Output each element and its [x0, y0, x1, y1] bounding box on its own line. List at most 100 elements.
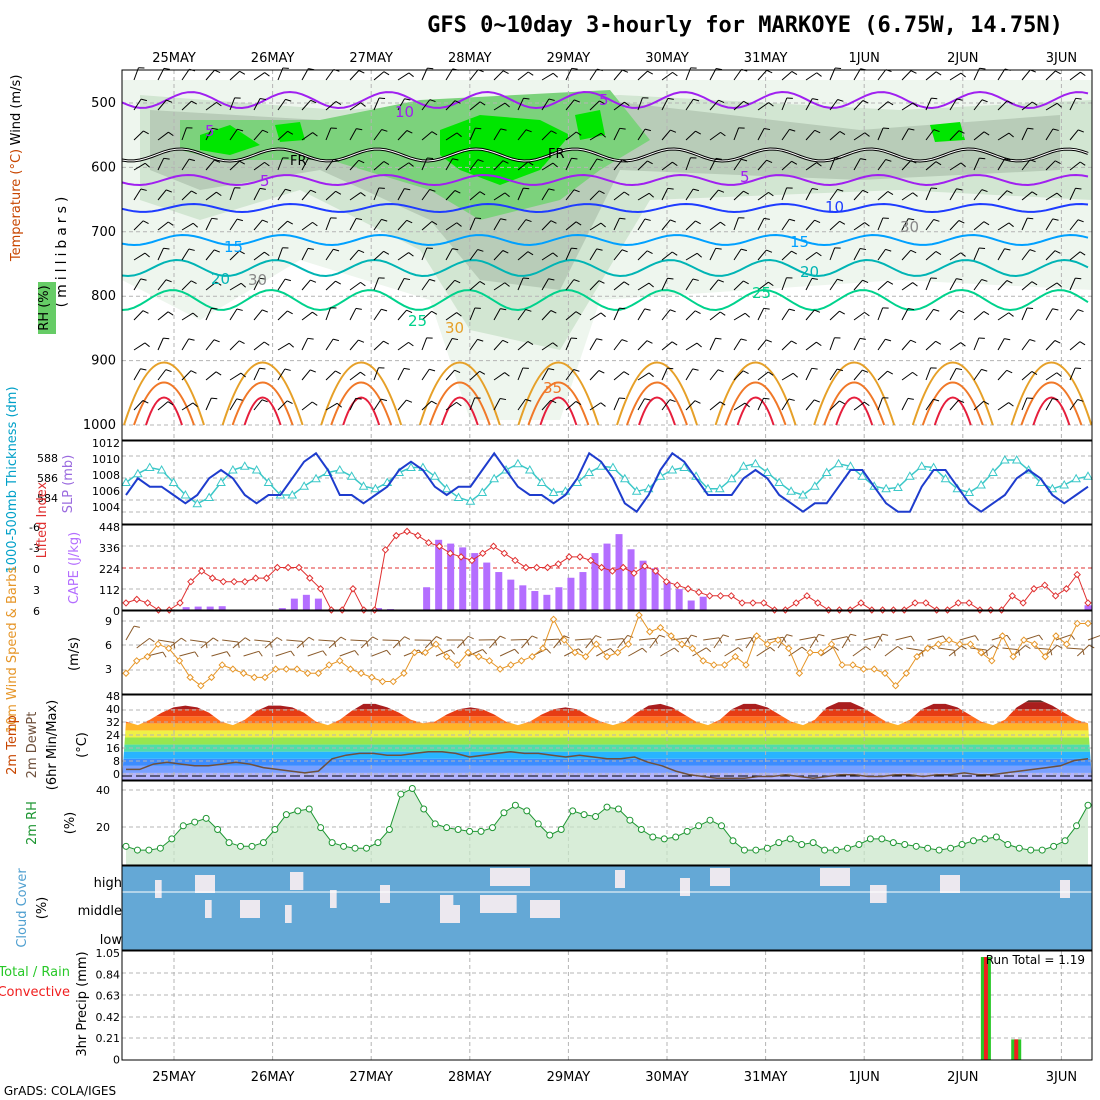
- wind-barb: [613, 69, 623, 81]
- rh-marker: [397, 790, 405, 798]
- wind-barb: [685, 220, 696, 231]
- thickness-marker: [1071, 473, 1081, 483]
- rh-marker: [706, 816, 714, 824]
- wind-barb: [133, 130, 144, 141]
- temp-tick-label: 0: [113, 768, 120, 781]
- wind-barb-flag: [763, 397, 770, 400]
- lifted-index-marker: [533, 563, 541, 572]
- wind-barb: [133, 342, 146, 351]
- wind-barb-flag: [647, 160, 653, 165]
- wind-barb: [286, 639, 303, 642]
- wind-barb: [373, 71, 385, 81]
- wind-barb-flag: [719, 401, 726, 406]
- rh-marker: [454, 826, 462, 834]
- lifted-tick-label: 0: [33, 563, 40, 576]
- temperature-side-label: Temperature (°C): [9, 149, 24, 262]
- wind-barb: [973, 279, 983, 291]
- wind-barb: [970, 647, 987, 651]
- wind-barb: [685, 342, 698, 351]
- wind-barb-flag: [311, 401, 318, 406]
- wind-barb: [301, 221, 313, 231]
- rh-marker: [649, 833, 657, 841]
- wind-barb-flag: [335, 101, 342, 105]
- wind-barb-flag: [239, 160, 245, 165]
- wind-barb: [517, 129, 527, 141]
- wind-barb: [925, 187, 932, 201]
- wind-barb-flag: [600, 312, 606, 318]
- wind-barb-flag: [571, 247, 578, 250]
- wind-barb: [397, 162, 410, 171]
- wind-barb-flag: [610, 648, 616, 654]
- wind-barb-flag: [983, 400, 990, 405]
- wind-speed-marker: [378, 677, 387, 686]
- wind-barb: [637, 70, 648, 81]
- wind-barb-flag: [163, 67, 170, 70]
- wind-barb-flag: [956, 98, 963, 101]
- wind-barb: [938, 647, 955, 651]
- wind-barb-flag: [694, 310, 701, 314]
- wind-barb-flag: [333, 248, 340, 252]
- thickness-line: [125, 459, 1089, 505]
- rh-marker: [557, 826, 565, 834]
- wind-barb: [733, 248, 742, 261]
- wind-barb: [1045, 282, 1058, 291]
- wind-barb: [997, 370, 1008, 381]
- wind-barb-flag: [504, 192, 510, 198]
- wind-barb-flag: [910, 70, 917, 74]
- wind-barb-flag: [791, 71, 798, 75]
- wind-barb-flag: [456, 401, 462, 407]
- thickness-marker: [144, 462, 155, 471]
- wind-barb: [205, 218, 213, 231]
- wind-barb: [1045, 102, 1058, 111]
- lifted-index-marker: [1041, 581, 1049, 589]
- wind-speed-marker: [336, 657, 344, 665]
- rh-marker: [294, 807, 302, 815]
- wind-barb: [925, 340, 936, 351]
- rh-marker: [511, 801, 519, 809]
- wind-barb: [877, 127, 884, 141]
- wind-barb-flag: [860, 248, 867, 251]
- wind-barb-flag: [276, 637, 283, 642]
- wind-barb-flag: [356, 128, 363, 131]
- wind-barb-flag: [360, 371, 366, 377]
- wind-barb-flag: [956, 278, 963, 281]
- wind-barb: [1069, 399, 1079, 411]
- wind-barb: [493, 192, 506, 201]
- wind-barb-flag: [287, 130, 294, 135]
- temp-tick-label: 40: [106, 703, 120, 716]
- lifted-tick-label: -3: [29, 542, 40, 555]
- wind-barb-flag: [310, 189, 317, 193]
- wind-barb-flag: [211, 307, 218, 310]
- wind-speed-marker: [731, 652, 739, 661]
- wind-barb: [901, 398, 909, 411]
- wind-speed-marker: [817, 648, 825, 657]
- wind-speed-marker: [902, 669, 910, 677]
- wind-barb: [589, 280, 600, 291]
- lifted-index-marker: [197, 567, 206, 575]
- rh-marker: [1027, 846, 1035, 854]
- wind-barb: [229, 308, 238, 321]
- thickness-marker: [548, 487, 559, 496]
- cape-bar: [1084, 605, 1092, 610]
- lifted-index-marker: [176, 599, 184, 607]
- wind-barb: [617, 635, 628, 649]
- wind-speed-marker: [763, 640, 772, 648]
- wind-barb-flag: [1075, 367, 1082, 370]
- wind-barb-flag: [931, 97, 938, 100]
- contour-label: 10: [825, 198, 844, 216]
- wind-barb: [493, 218, 501, 231]
- temp-band: [122, 723, 1092, 731]
- wind-barb: [829, 189, 838, 201]
- wind-barb: [181, 370, 192, 381]
- freezing-level-inner: [121, 148, 1089, 162]
- wind-barb-flag: [742, 370, 749, 374]
- wind-barb: [637, 97, 643, 111]
- wind-barb: [757, 281, 769, 291]
- wind-barb: [253, 161, 265, 171]
- lifted-index-marker: [381, 546, 390, 554]
- wind-barb: [349, 339, 359, 351]
- wind-speed-marker: [1084, 619, 1092, 628]
- wind-barb: [829, 131, 841, 141]
- slp-thickness-panel: 101210101008100610045885865841000-500mb …: [5, 386, 1093, 574]
- wind-barb: [589, 158, 598, 171]
